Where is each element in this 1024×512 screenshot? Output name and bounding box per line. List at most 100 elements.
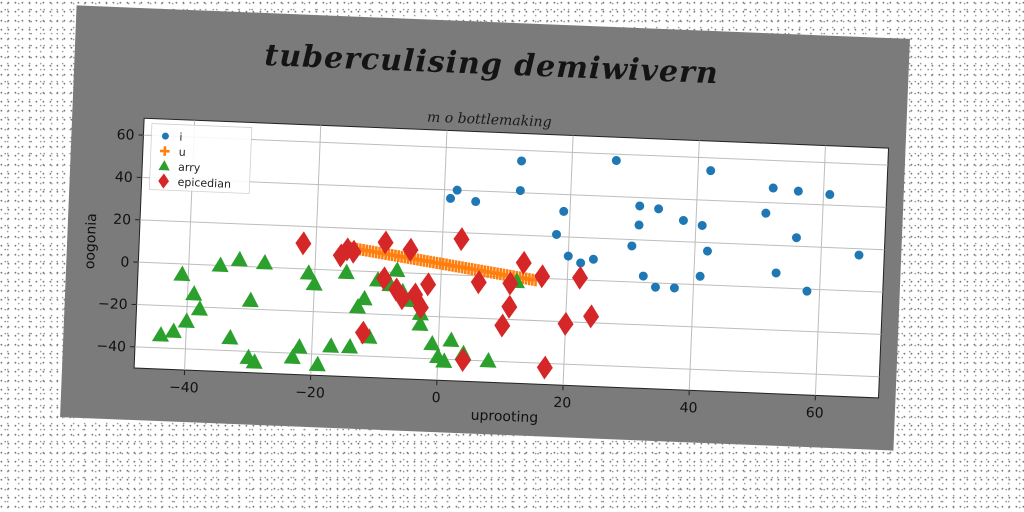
x-tick-label: 40: [679, 400, 697, 417]
data-point: [241, 291, 259, 308]
y-grid-line: [134, 346, 880, 378]
data-point: [517, 156, 527, 166]
data-point: [627, 241, 637, 251]
data-point: [771, 268, 781, 278]
data-point: [576, 258, 586, 268]
data-point: [611, 156, 621, 166]
data-point: [557, 311, 574, 336]
x-grid-line: [436, 130, 448, 381]
legend-marker: [158, 173, 170, 189]
data-point: [669, 283, 679, 293]
data-point: [501, 294, 518, 319]
data-point: [245, 353, 263, 369]
y-tick-label: 0: [120, 254, 130, 270]
data-point: [678, 215, 688, 225]
data-point: [515, 186, 525, 196]
x-axis-label: uprooting: [470, 408, 538, 427]
data-point: [190, 300, 208, 316]
data-point: [638, 271, 648, 281]
legend-label: i: [179, 131, 183, 144]
data-point: [446, 193, 456, 203]
data-point: [283, 348, 301, 365]
x-grid-line: [688, 140, 700, 391]
data-point: [388, 277, 405, 302]
data-point: [337, 263, 355, 280]
data-point: [791, 233, 801, 243]
data-point: [454, 348, 471, 373]
y-tick-label: 40: [115, 169, 133, 186]
y-tick-label: −20: [98, 296, 128, 313]
data-point: [345, 239, 362, 264]
data-point: [536, 355, 553, 380]
y-grid-line: [141, 177, 887, 208]
data-point: [654, 204, 664, 214]
data-point: [572, 265, 589, 290]
data-point: [377, 230, 394, 255]
chart-canvas: tuberculising demiwivern m o bottlemakin…: [82, 38, 890, 427]
data-point: [635, 201, 645, 211]
data-point: [173, 265, 191, 282]
data-point: [295, 231, 312, 256]
x-tick-label: −40: [169, 379, 199, 396]
x-tick-label: −20: [295, 385, 325, 402]
data-point: [255, 254, 273, 270]
data-point: [355, 289, 373, 306]
x-tick-label: 0: [431, 390, 441, 406]
data-point: [407, 282, 424, 307]
data-point: [494, 313, 511, 338]
chart-title: tuberculising demiwivern: [264, 38, 720, 91]
data-point: [793, 186, 803, 196]
legend-label: arry: [178, 161, 201, 175]
data-point: [376, 266, 393, 291]
chart-subtitle: m o bottlemaking: [427, 110, 552, 131]
data-point: [534, 264, 551, 289]
data-point: [230, 250, 248, 267]
x-tick-label: 20: [553, 395, 571, 412]
y-tick-label: 60: [116, 127, 134, 144]
data-point: [423, 334, 441, 351]
data-point: [348, 298, 366, 314]
legend-marker: [159, 146, 170, 156]
series-epicedian: [295, 227, 600, 380]
data-point: [354, 320, 371, 345]
data-point: [453, 227, 470, 252]
y-grid-line: [136, 304, 882, 335]
x-grid-line: [310, 125, 322, 376]
legend-box: [148, 123, 253, 194]
data-point: [502, 271, 519, 296]
data-point: [412, 295, 429, 320]
data-point: [402, 237, 419, 262]
data-point: [299, 264, 317, 280]
data-point: [515, 250, 532, 275]
data-point: [185, 285, 203, 301]
y-tick-label: 20: [113, 212, 131, 229]
data-point: [583, 304, 600, 329]
data-point: [802, 286, 812, 296]
data-point: [388, 261, 406, 278]
data-point: [768, 183, 778, 193]
data-point: [211, 256, 229, 273]
data-point: [697, 220, 707, 230]
chart-figure: tuberculising demiwivern m o bottlemakin…: [60, 5, 910, 451]
axis-ticks: −40 −20 0 20 40 60 −40 −20 0 20 40 60: [96, 127, 824, 422]
y-grid-line: [140, 219, 885, 251]
data-point: [551, 229, 561, 239]
data-point: [151, 326, 169, 342]
data-point: [420, 272, 437, 297]
data-point: [164, 322, 182, 339]
data-point: [221, 328, 239, 345]
data-point: [695, 271, 705, 281]
data-point: [471, 197, 481, 207]
data-point: [559, 206, 569, 216]
data-point: [177, 312, 195, 329]
data-point: [634, 220, 644, 230]
x-tick-label: 60: [805, 405, 823, 422]
data-point: [761, 208, 771, 218]
y-grid-line: [143, 134, 888, 166]
data-point: [588, 254, 598, 264]
x-grid-line: [814, 145, 826, 396]
data-point: [825, 190, 835, 200]
data-point: [442, 331, 460, 348]
data-point: [452, 185, 462, 195]
